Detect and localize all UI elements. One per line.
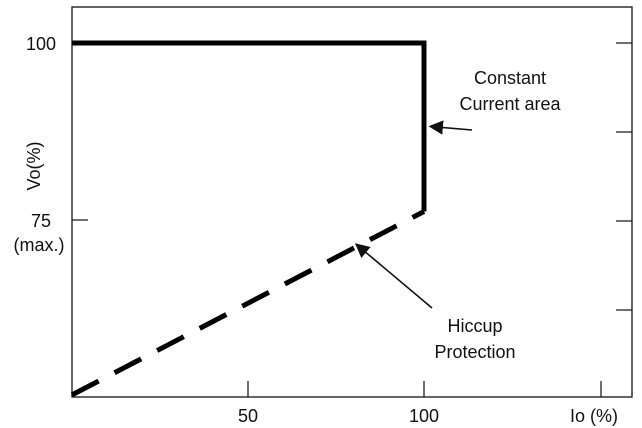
annotation-2-line-2: Protection xyxy=(434,342,515,362)
y-tick-label-100: 100 xyxy=(26,34,56,54)
right-axis-ticks xyxy=(600,42,632,397)
y-tick-sublabel-75: (max.) xyxy=(14,235,65,255)
x-axis-ticks: 50 100 xyxy=(238,381,439,426)
constant-voltage-current-line xyxy=(72,40,427,212)
y-axis-title: Vo(%) xyxy=(24,141,44,190)
annotation-layer: Constant Current area Hiccup Protection xyxy=(354,68,562,362)
hiccup-protection-line xyxy=(70,209,426,398)
y-axis-ticks: 100 75 (max.) xyxy=(14,34,88,255)
annotation-2-line-1: Hiccup xyxy=(447,316,502,336)
y-tick-label-75: 75 xyxy=(31,211,51,231)
annotation-1-line-2: Current area xyxy=(459,94,561,114)
x-axis-title: Io (%) xyxy=(570,406,618,426)
series-layer xyxy=(70,40,427,398)
annotation-2-arrow xyxy=(354,243,433,309)
plot-frame xyxy=(71,6,633,398)
x-tick-label-100: 100 xyxy=(409,406,439,426)
annotation-1-line-1: Constant xyxy=(474,68,546,88)
annotation-1-arrow xyxy=(428,120,473,135)
x-tick-label-50: 50 xyxy=(238,406,258,426)
